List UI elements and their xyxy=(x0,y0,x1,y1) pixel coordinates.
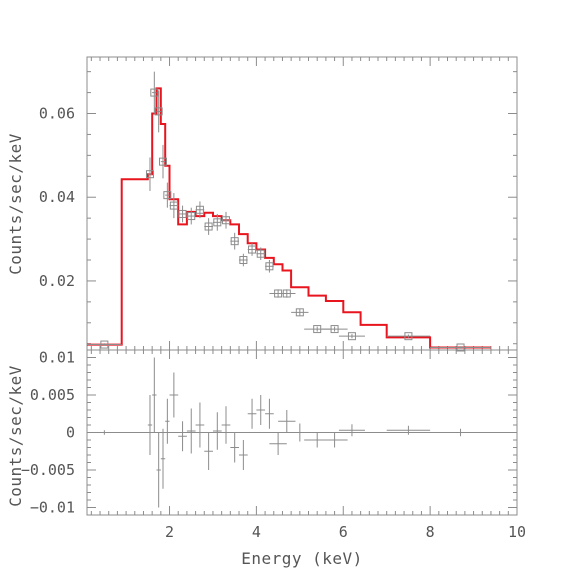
x-axis-title: Energy (keV) xyxy=(241,549,363,568)
bottom-panel-residuals: −0.01 −0.005 0 0.005 0.01 2 4 6 8 10 xyxy=(21,349,526,542)
residual-point xyxy=(156,432,161,508)
x-tick-label: 6 xyxy=(339,523,348,541)
data-point-marker xyxy=(330,325,339,334)
residual-point xyxy=(321,432,348,448)
data-point xyxy=(145,157,154,191)
data-point xyxy=(204,218,213,235)
data-point-marker xyxy=(187,212,196,221)
bottom-y-tick-label: 0.005 xyxy=(30,386,75,404)
residual-point xyxy=(239,440,248,470)
top-y-tick-label: 0.02 xyxy=(39,272,75,290)
residual-point xyxy=(256,395,266,425)
top-y-tick-label: 0.06 xyxy=(39,105,75,123)
top-y-tick-label: 0.04 xyxy=(39,188,75,206)
residual-point xyxy=(269,432,287,455)
data-point-marker xyxy=(230,237,239,246)
bottom-y-tick-label: 0 xyxy=(66,424,75,442)
residual-point xyxy=(152,357,157,433)
residual-point xyxy=(165,398,170,444)
data-point xyxy=(163,182,172,208)
top-plot-frame xyxy=(86,56,518,351)
data-point-marker xyxy=(248,245,257,254)
data-point-marker xyxy=(204,222,213,231)
residual-point xyxy=(230,432,240,463)
data-point-marker xyxy=(239,256,248,265)
data-point xyxy=(256,247,266,261)
data-point xyxy=(186,207,196,225)
residual-point xyxy=(87,430,122,435)
bottom-y-tick-label: 0.01 xyxy=(39,349,75,367)
data-point xyxy=(178,205,187,223)
top-panel-spectrum: 0.02 0.04 0.06 xyxy=(39,56,518,352)
data-point-marker xyxy=(169,201,178,210)
data-point-marker xyxy=(347,332,356,341)
data-point xyxy=(195,201,205,219)
data-point-marker xyxy=(154,107,163,116)
data-point xyxy=(150,71,159,114)
data-point xyxy=(239,253,248,267)
data-point xyxy=(278,289,296,298)
data-point-marker xyxy=(195,205,204,214)
data-point xyxy=(291,308,309,317)
data-point-marker xyxy=(313,325,322,334)
residual-point xyxy=(160,428,166,489)
data-point xyxy=(430,343,491,352)
residual-point xyxy=(178,421,187,452)
data-point xyxy=(321,325,348,334)
top-y-axis-title: Counts/sec/keV xyxy=(6,133,25,275)
x-tick-label: 10 xyxy=(508,523,526,541)
data-point xyxy=(212,213,222,231)
data-point-marker xyxy=(163,191,172,200)
data-point-marker xyxy=(221,216,230,225)
x-tick-label: 2 xyxy=(165,523,174,541)
residual-point xyxy=(221,406,231,444)
data-point-marker xyxy=(456,343,465,352)
data-point-marker xyxy=(150,88,159,97)
residual-point xyxy=(169,372,179,418)
data-point-marker xyxy=(213,218,222,227)
residual-point xyxy=(195,402,205,448)
data-point xyxy=(154,90,163,133)
data-point xyxy=(338,332,365,341)
bottom-y-axis-title: Counts/sec/keV xyxy=(6,365,25,507)
residual-point xyxy=(278,410,296,433)
residual-point xyxy=(147,395,153,455)
data-point xyxy=(265,260,274,273)
data-point-marker xyxy=(256,249,265,258)
data-point-marker xyxy=(295,308,304,317)
data-point xyxy=(386,332,431,341)
data-point xyxy=(221,211,231,229)
data-point xyxy=(87,340,122,349)
x-tick-label: 4 xyxy=(252,523,261,541)
residual-point xyxy=(338,424,365,437)
x-tick-label: 8 xyxy=(426,523,435,541)
data-point xyxy=(247,243,257,256)
data-point xyxy=(230,232,240,250)
data-point-marker xyxy=(265,262,274,271)
residual-point xyxy=(291,423,309,442)
residual-point xyxy=(430,428,491,437)
bottom-y-tick-label: −0.01 xyxy=(30,499,75,517)
residual-point xyxy=(265,398,274,429)
data-point-marker xyxy=(282,289,291,298)
model-step-line xyxy=(87,87,491,349)
data-point xyxy=(169,193,179,219)
data-point-marker xyxy=(404,332,413,341)
residual-point xyxy=(204,432,213,470)
data-point-marker xyxy=(145,170,154,179)
residual-point xyxy=(386,425,431,435)
data-point xyxy=(159,144,168,179)
data-point-marker xyxy=(159,157,168,166)
bottom-y-tick-label: −0.005 xyxy=(21,461,75,479)
data-point-marker xyxy=(100,340,109,349)
data-point-marker xyxy=(178,209,187,218)
residual-point xyxy=(186,408,196,454)
residual-point xyxy=(212,412,222,450)
residual-point xyxy=(247,398,257,429)
